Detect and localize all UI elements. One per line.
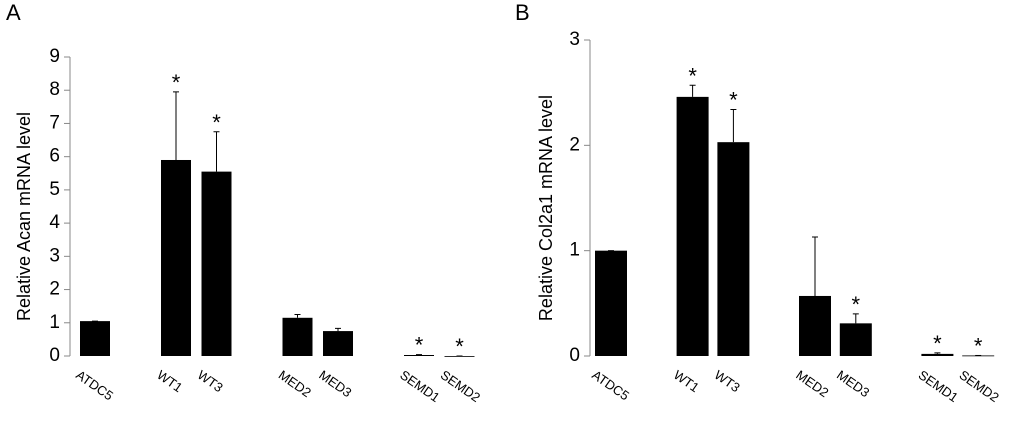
y-axis-label: Relative Col2a1 mRNA level (536, 95, 556, 321)
bar (161, 160, 191, 356)
y-tick-label: 5 (49, 179, 60, 200)
y-tick-label: 7 (49, 112, 60, 133)
significance-marker: * (852, 292, 861, 317)
y-tick-label: 0 (569, 345, 580, 366)
y-tick-label: 3 (49, 245, 60, 266)
x-tick-label: WT3 (712, 367, 743, 395)
x-tick-label: MED3 (834, 367, 872, 400)
y-tick-label: 1 (569, 240, 580, 261)
panel-label: B (515, 0, 530, 25)
significance-marker: * (172, 70, 181, 95)
y-tick-label: 2 (569, 134, 580, 155)
bar (677, 97, 709, 356)
x-tick-label: MED2 (276, 367, 314, 400)
y-tick-label: 4 (49, 212, 60, 233)
y-tick-label: 0 (49, 345, 60, 366)
error-bar (295, 314, 301, 317)
x-tick-label: SEMD2 (438, 367, 483, 405)
bar (202, 172, 232, 356)
error-bar (812, 237, 818, 296)
significance-marker: * (212, 110, 221, 135)
error-bar (730, 110, 736, 143)
significance-marker: * (933, 331, 942, 356)
panel-label: A (6, 0, 21, 25)
y-tick-label: 2 (49, 279, 60, 300)
significance-marker: * (415, 333, 424, 358)
y-tick-label: 6 (49, 146, 60, 167)
bar (323, 331, 353, 356)
x-tick-label: MED3 (316, 367, 354, 400)
significance-marker: * (455, 334, 464, 359)
y-axis-label: Relative Acan mRNA level (14, 112, 34, 321)
error-bar (173, 92, 179, 160)
error-bar (214, 132, 220, 172)
bar (283, 318, 313, 356)
x-tick-label: WT3 (195, 367, 226, 395)
x-tick-label: WT1 (671, 367, 702, 395)
x-tick-label: ATDC5 (73, 367, 116, 403)
y-tick-label: 3 (569, 29, 580, 50)
y-tick-label: 1 (49, 312, 60, 333)
error-bar (335, 328, 341, 331)
significance-marker: * (729, 88, 738, 113)
significance-marker: * (688, 63, 697, 88)
significance-marker: * (974, 333, 983, 358)
bar (717, 142, 749, 356)
bar (80, 321, 110, 356)
bar (799, 296, 831, 356)
y-tick-label: 8 (49, 79, 60, 100)
bar (840, 323, 872, 356)
bar (595, 251, 627, 356)
x-tick-label: SEMD1 (916, 367, 961, 405)
x-tick-label: ATDC5 (589, 367, 632, 403)
x-tick-label: SEMD1 (397, 367, 442, 405)
x-tick-label: WT1 (154, 367, 185, 395)
x-tick-label: MED2 (793, 367, 831, 400)
y-tick-label: 9 (49, 46, 60, 67)
x-tick-label: SEMD2 (956, 367, 1001, 405)
